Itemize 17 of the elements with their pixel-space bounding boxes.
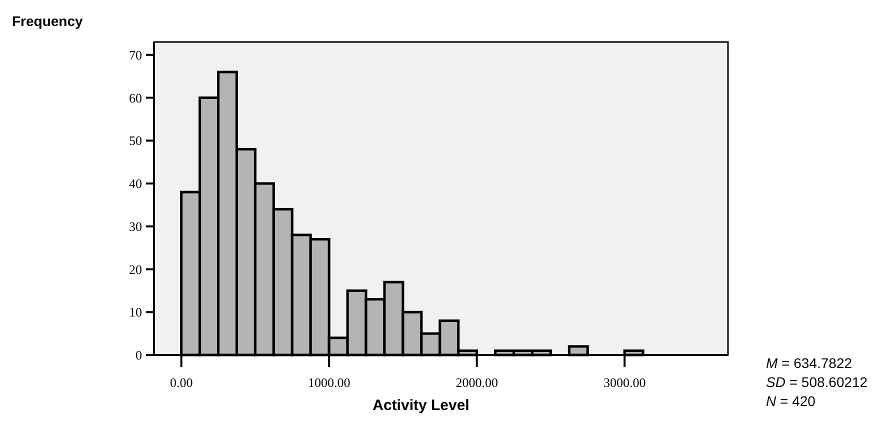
y-tick-label: 50 [129,133,142,148]
x-tick-label: 0.00 [170,375,193,390]
x-axis-title: Activity Level [372,397,470,414]
y-tick-label: 30 [129,218,142,234]
y-tick-label: 40 [129,176,142,192]
x-tick-label: 3000.00 [603,375,646,390]
text: N = 420 [766,393,816,409]
y-axis-title: Frequency [12,13,84,29]
y-tick-label: 0 [136,348,142,363]
y-tick-label: 60 [129,90,142,106]
y-tick-label: 70 [129,47,142,62]
y-tick-label: 20 [129,262,142,277]
y-tick-label: 10 [129,304,142,320]
x-tick-label: 2000.00 [456,375,498,390]
text: M = 634.7822 [766,355,852,371]
x-tick-label: 1000.00 [308,375,350,390]
text: SD = 508.60212 [766,374,868,390]
